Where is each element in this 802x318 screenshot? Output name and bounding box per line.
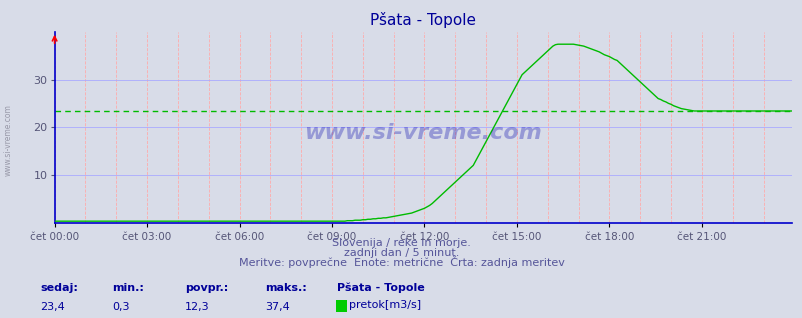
Text: 23,4: 23,4 <box>40 302 65 312</box>
Text: www.si-vreme.com: www.si-vreme.com <box>304 123 541 143</box>
Text: www.si-vreme.com: www.si-vreme.com <box>3 104 13 176</box>
Text: pretok[m3/s]: pretok[m3/s] <box>349 300 421 309</box>
Text: zadnji dan / 5 minut.: zadnji dan / 5 minut. <box>343 248 459 258</box>
Text: min.:: min.: <box>112 283 144 293</box>
Text: 12,3: 12,3 <box>184 302 209 312</box>
Text: Pšata - Topole: Pšata - Topole <box>337 282 424 293</box>
Text: Slovenija / reke in morje.: Slovenija / reke in morje. <box>332 238 470 248</box>
Text: maks.:: maks.: <box>265 283 306 293</box>
Text: 37,4: 37,4 <box>265 302 290 312</box>
Text: 0,3: 0,3 <box>112 302 130 312</box>
Text: povpr.:: povpr.: <box>184 283 228 293</box>
Text: Meritve: povprečne  Enote: metrične  Črta: zadnja meritev: Meritve: povprečne Enote: metrične Črta:… <box>238 256 564 267</box>
Text: sedaj:: sedaj: <box>40 283 78 293</box>
Title: Pšata - Topole: Pšata - Topole <box>370 12 476 28</box>
